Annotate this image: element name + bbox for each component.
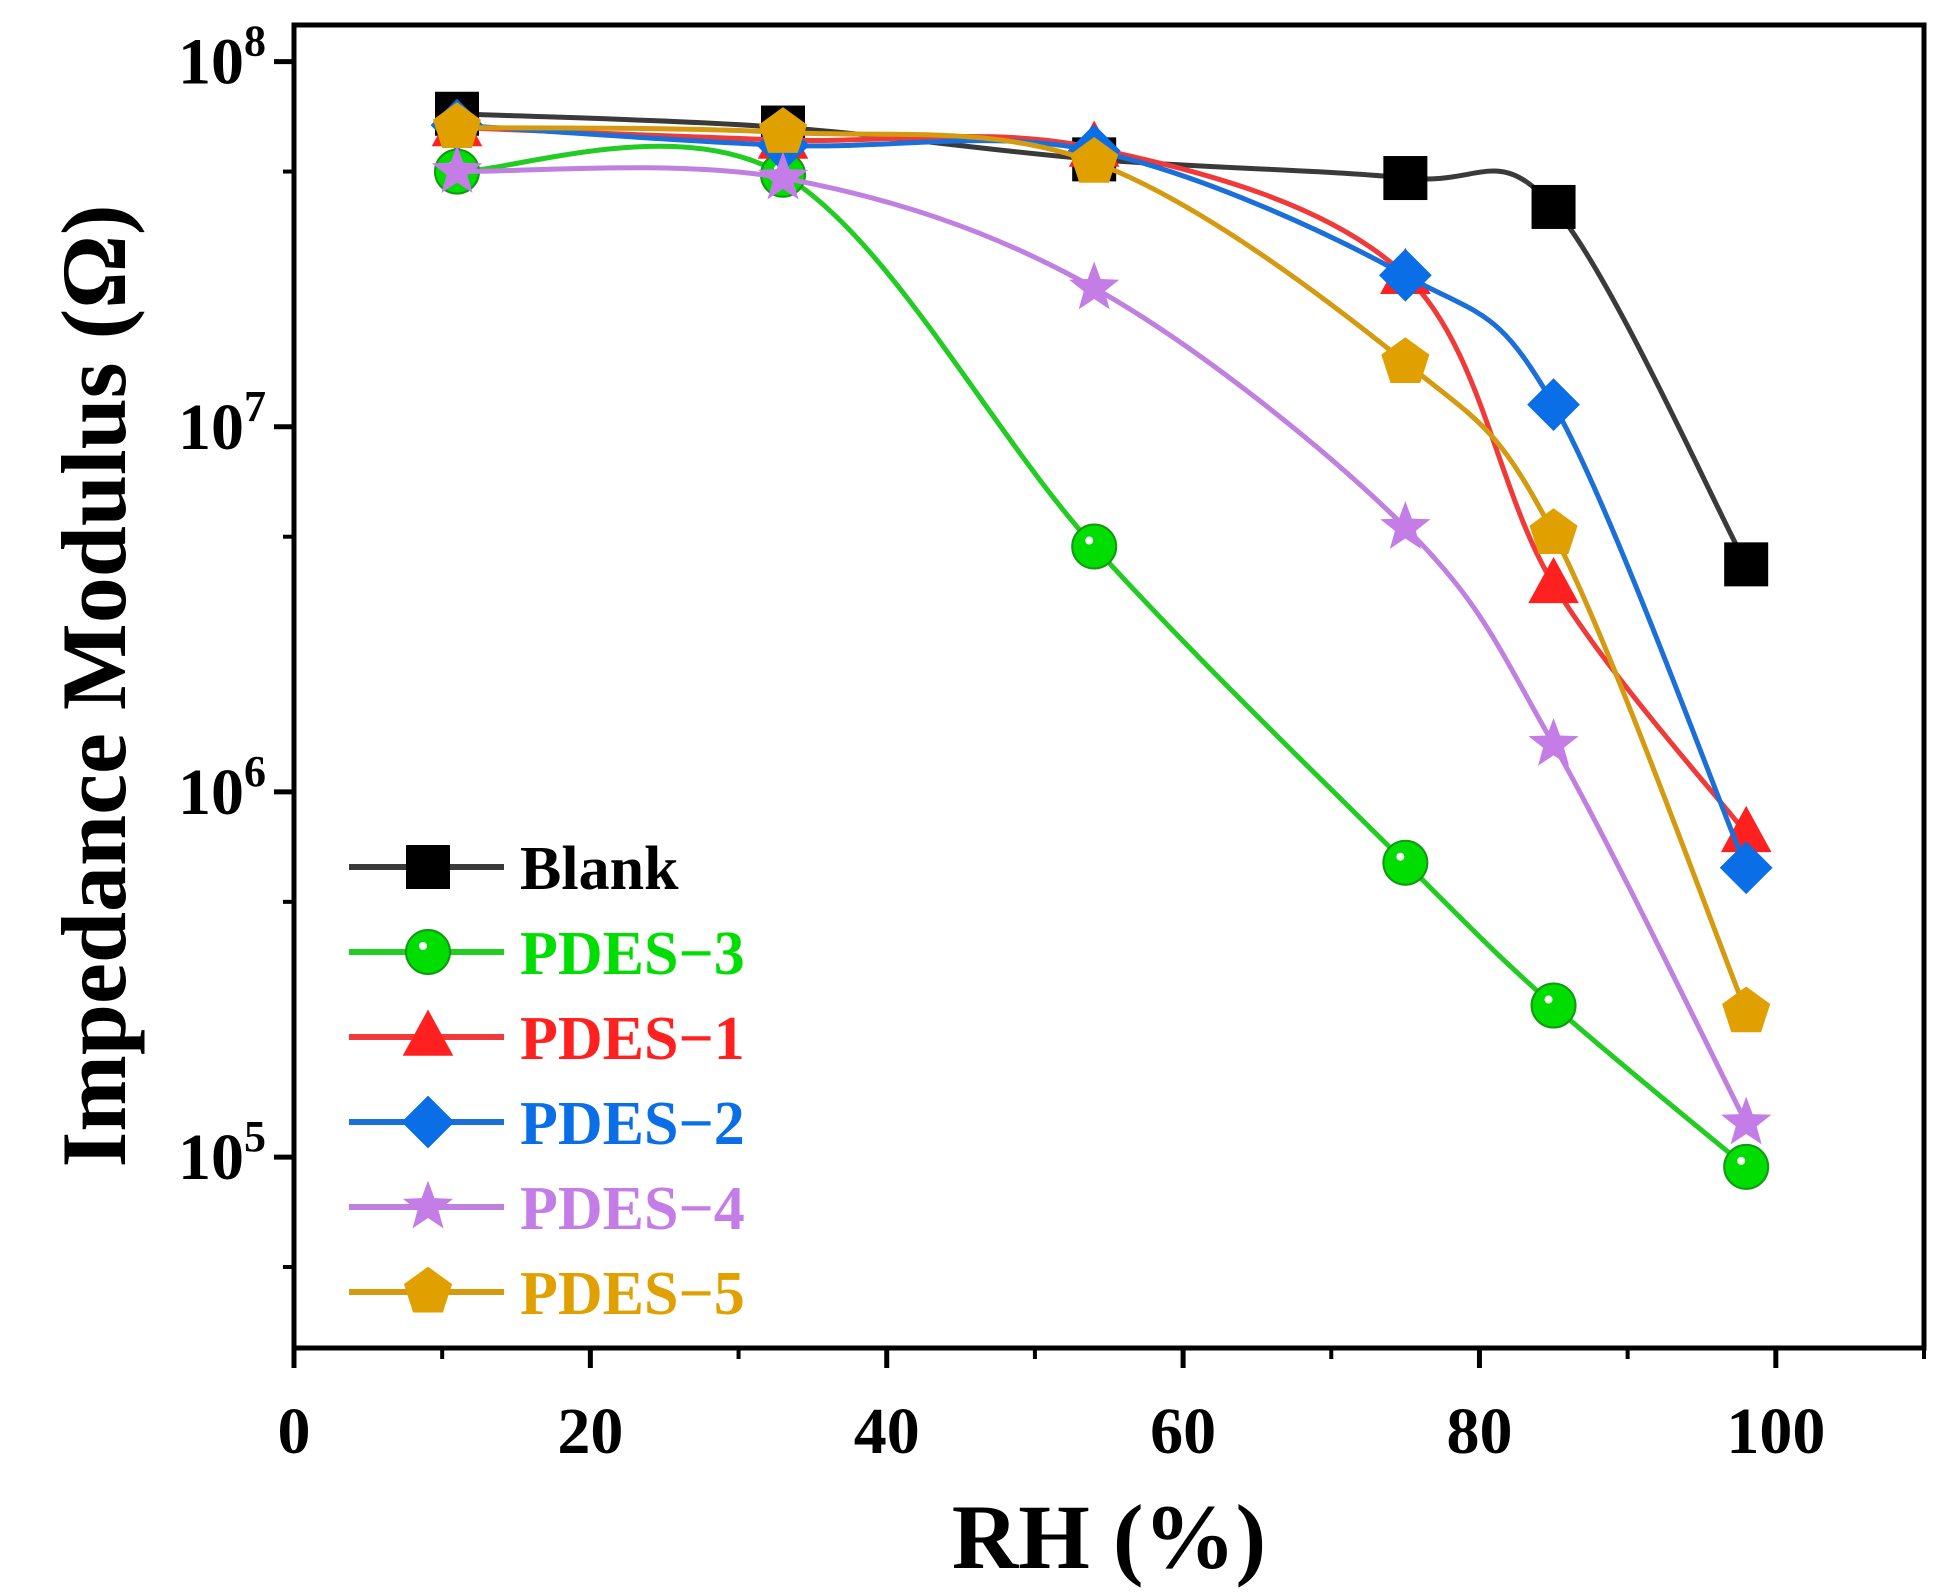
circle-marker-highlight <box>419 942 427 950</box>
star-marker <box>402 1180 454 1229</box>
circle-marker <box>1723 1143 1770 1190</box>
diamond-marker <box>1527 378 1580 432</box>
plot-area <box>430 91 1773 1190</box>
legend-item: PDES−4 <box>349 1175 745 1243</box>
x-axis-title: RH (%) <box>952 1486 1266 1588</box>
series-line <box>456 165 1749 1125</box>
legend-label: PDES−4 <box>520 1175 745 1243</box>
axes: 0 20 40 60 80 100 105 106 107 108 <box>178 17 1926 1468</box>
pentagon-marker <box>403 1266 453 1313</box>
square-marker <box>1531 184 1576 229</box>
legend-label: PDES−1 <box>520 1005 745 1073</box>
series-line <box>456 125 1749 835</box>
y-tick-label: 108 <box>178 17 266 99</box>
legend: Blank PDES−3 PDES−1 PDES−2 PDES−4 PDES−5 <box>349 835 745 1328</box>
diamond-marker <box>1719 841 1773 895</box>
legend-item: PDES−5 <box>349 1260 745 1328</box>
diamond-marker <box>1378 248 1432 302</box>
circle-marker-body <box>405 929 451 975</box>
legend-label: PDES−2 <box>520 1090 745 1158</box>
x-tick-label: 0 <box>278 1395 311 1468</box>
series-line <box>456 122 1749 869</box>
star-marker <box>1069 261 1120 310</box>
circle-marker <box>1071 523 1118 570</box>
x-tick-label: 40 <box>854 1395 920 1468</box>
pentagon-marker <box>1070 137 1119 183</box>
legend-item: PDES−2 <box>349 1090 745 1158</box>
circle-marker-highlight <box>1085 536 1094 545</box>
square-marker <box>1724 542 1769 587</box>
legend-label: PDES−3 <box>520 920 745 988</box>
legend-item: Blank <box>349 835 679 903</box>
y-tick-label: 107 <box>178 382 266 464</box>
star-marker <box>1528 717 1579 766</box>
circle-marker <box>405 929 451 975</box>
series-pdes-5 <box>432 102 1771 1033</box>
pentagon-marker <box>758 107 808 153</box>
y-tick-label: 106 <box>178 747 266 829</box>
circle-marker <box>1382 839 1429 886</box>
circle-marker-body <box>1723 1143 1770 1190</box>
legend-label: Blank <box>520 835 679 903</box>
series-line <box>456 125 1749 1013</box>
diamond-marker <box>401 1095 455 1149</box>
pentagon-marker <box>1722 986 1771 1033</box>
circle-marker-body <box>1071 523 1118 570</box>
pentagon-marker <box>1529 508 1578 555</box>
y-tick-label: 105 <box>178 1112 266 1194</box>
circle-marker-body <box>1530 982 1577 1029</box>
circle-marker-highlight <box>1396 852 1405 861</box>
legend-item: PDES−1 <box>349 1005 745 1073</box>
star-marker <box>1380 501 1431 549</box>
star-marker <box>1721 1096 1772 1145</box>
x-tick-label: 80 <box>1446 1395 1512 1468</box>
circle-marker-body <box>1382 839 1429 886</box>
pentagon-marker <box>432 102 482 149</box>
square-marker <box>1383 156 1428 201</box>
star-marker <box>431 145 483 193</box>
x-tick-label: 100 <box>1726 1395 1825 1468</box>
x-tick-label: 60 <box>1150 1395 1216 1468</box>
legend-item: PDES−3 <box>349 920 745 988</box>
square-marker <box>406 845 450 889</box>
series-line <box>456 111 1749 566</box>
legend-label: PDES−5 <box>520 1260 745 1328</box>
circle-marker <box>1530 982 1577 1029</box>
y-axis-title: Impedance Modulus (Ω) <box>43 204 145 1167</box>
pentagon-marker <box>1381 337 1430 383</box>
triangle-marker <box>402 1009 454 1056</box>
circle-marker-highlight <box>1544 995 1553 1004</box>
series-pdes-4 <box>431 145 1772 1145</box>
x-tick-label: 20 <box>557 1395 623 1468</box>
circle-marker-highlight <box>1737 1156 1746 1165</box>
star-marker <box>757 151 809 200</box>
plot-frame <box>291 22 1927 1351</box>
triangle-marker <box>1528 556 1579 604</box>
